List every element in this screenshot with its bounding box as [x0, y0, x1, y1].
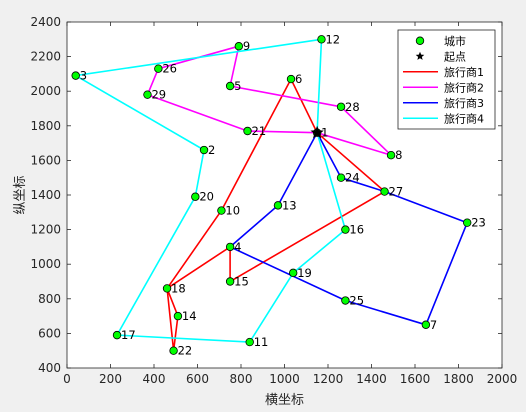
axis-ticks: 0 200 400 600 800 1000 1200 1400 1600 1800 2000400…	[30, 15, 517, 386]
x-tick-label: 200	[99, 372, 122, 386]
y-axis-label: 纵坐标	[13, 175, 28, 214]
city-marker-4	[225, 242, 235, 252]
city-label-22: 22	[178, 344, 193, 358]
y-tick-label: 2400	[30, 15, 61, 29]
x-axis-label: 横坐标	[265, 393, 304, 408]
city-marker-28	[336, 102, 346, 111]
legend-label: 旅行商4	[444, 111, 484, 125]
legend-label: 旅行商2	[444, 80, 484, 94]
city-label-5: 5	[234, 79, 241, 93]
city-label-19: 19	[297, 266, 312, 280]
city-label-18: 18	[171, 281, 186, 295]
x-tick-label: 1000	[269, 372, 300, 386]
city-label-6: 6	[295, 72, 302, 86]
city-marker-16	[341, 225, 350, 234]
x-tick-label: 1200	[313, 372, 344, 386]
city-label-21: 21	[252, 124, 267, 138]
city-marker-24	[336, 173, 346, 182]
city-label-29: 29	[151, 88, 166, 102]
city-label-3: 3	[80, 69, 87, 83]
city-marker-11	[245, 337, 254, 347]
city-label-13: 13	[282, 198, 297, 212]
city-label-23: 23	[471, 216, 486, 230]
y-tick-label: 400	[38, 361, 61, 375]
city-marker-7	[421, 320, 431, 329]
city-marker-6	[286, 74, 296, 84]
legend-city-marker	[415, 36, 425, 45]
city-marker-14	[173, 311, 183, 321]
city-label-20: 20	[199, 190, 214, 204]
x-tick-label: 1800	[443, 372, 474, 386]
city-marker-26	[154, 64, 163, 73]
city-label-1: 1	[321, 126, 328, 140]
city-marker-20	[191, 192, 200, 201]
city-marker-29	[143, 90, 152, 99]
city-marker-17	[112, 330, 122, 340]
legend-label: 起点	[444, 50, 466, 63]
legend-star-marker	[415, 51, 425, 60]
city-marker-23	[463, 218, 472, 227]
y-tick-label: 2200	[30, 50, 61, 64]
city-label-24: 24	[345, 171, 360, 185]
city-label-11: 11	[254, 335, 269, 349]
city-label-10: 10	[225, 204, 240, 218]
city-marker-3	[71, 71, 80, 80]
city-marker-27	[380, 187, 389, 196]
y-tick-label: 1200	[30, 223, 61, 237]
city-label-12: 12	[325, 32, 340, 46]
city-marker-13	[273, 201, 283, 210]
y-tick-label: 600	[38, 326, 61, 340]
x-tick-label: 2000	[487, 372, 518, 386]
city-marker-18	[162, 284, 172, 293]
x-tick-label: 1600	[400, 372, 431, 386]
x-tick-label: 800	[230, 372, 253, 386]
legend-label: 旅行商3	[444, 96, 484, 110]
city-marker-10	[217, 206, 226, 215]
city-marker-25	[341, 296, 350, 305]
city-marker-19	[289, 268, 298, 278]
city-label-8: 8	[395, 148, 402, 162]
legend-label: 旅行商1	[444, 65, 484, 79]
city-marker-15	[225, 277, 235, 286]
city-marker-9	[234, 42, 244, 51]
start-star-marker	[310, 125, 324, 139]
city-label-7: 7	[430, 318, 437, 332]
legend-label: 城市	[444, 34, 466, 48]
city-label-14: 14	[182, 309, 197, 323]
y-tick-label: 1000	[30, 257, 61, 271]
city-marker-22	[169, 346, 178, 355]
city-label-28: 28	[345, 100, 360, 114]
route-4	[74, 38, 347, 343]
city-marker-2	[199, 145, 209, 155]
city-label-2: 2	[208, 143, 215, 157]
city-label-27: 27	[389, 185, 404, 199]
y-tick-label: 800	[38, 292, 61, 306]
legend-box	[397, 29, 496, 130]
x-tick-label: 0	[63, 372, 71, 386]
city-marker-8	[386, 151, 396, 160]
x-tick-label: 1400	[356, 372, 387, 386]
x-tick-label: 400	[143, 372, 166, 386]
city-marker-21	[243, 126, 252, 136]
x-tick-label: 600	[186, 372, 209, 386]
city-label-15: 15	[234, 275, 249, 289]
city-label-4: 4	[234, 240, 241, 254]
city-marker-12	[317, 35, 326, 44]
city-marker-5	[225, 81, 235, 91]
y-tick-label: 1800	[30, 119, 61, 133]
city-label-26: 26	[162, 62, 177, 76]
city-label-17: 17	[121, 328, 136, 342]
city-label-25: 25	[349, 294, 364, 308]
y-tick-label: 1600	[30, 153, 61, 167]
city-label-16: 16	[349, 223, 364, 237]
y-tick-label: 1400	[30, 188, 61, 202]
city-label-9: 9	[243, 39, 250, 53]
y-tick-label: 2000	[30, 84, 61, 98]
